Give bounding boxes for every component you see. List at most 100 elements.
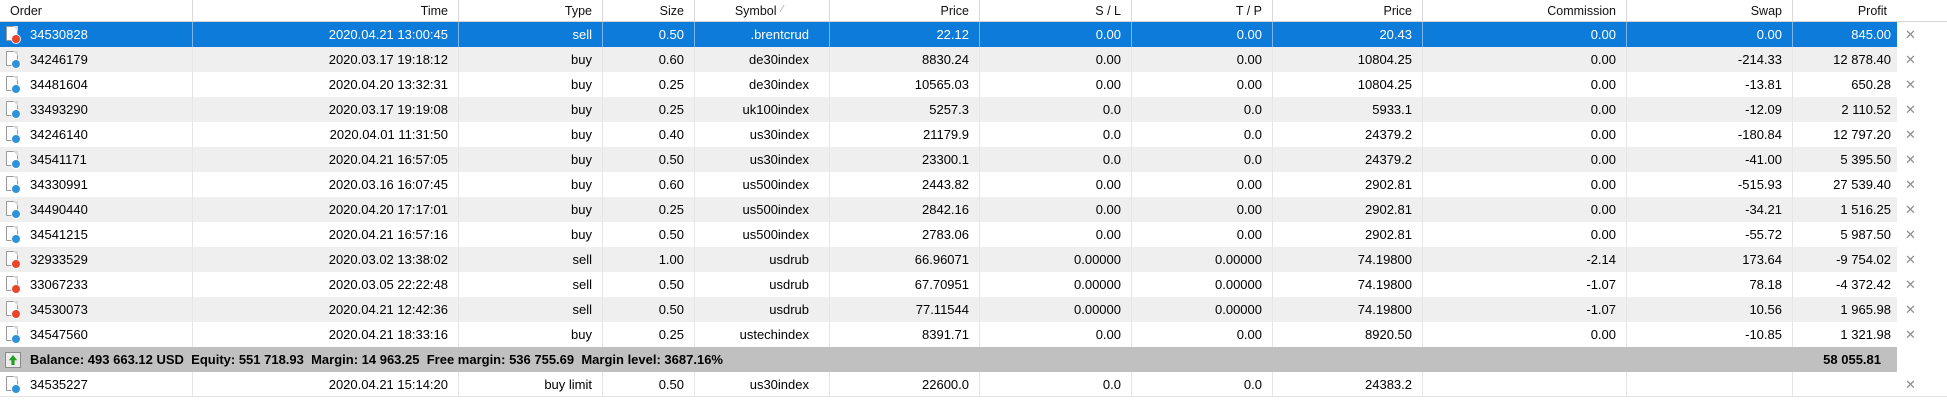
cell-open-price: 8830.24 xyxy=(830,47,980,72)
cell-stop-loss: 0.00 xyxy=(980,172,1132,197)
balance-total-profit: 58 055.81 xyxy=(1823,352,1881,367)
order-row[interactable]: 33493290 2020.03.17 19:19:08 buy 0.25 uk… xyxy=(0,97,1947,122)
order-row[interactable]: 33067233 2020.03.05 22:22:48 sell 0.50 u… xyxy=(0,272,1947,297)
column-header-commission[interactable]: Commission xyxy=(1423,0,1627,21)
order-row[interactable]: 34535227 2020.04.21 15:14:20 buy limit 0… xyxy=(0,372,1947,397)
close-position-icon[interactable]: ✕ xyxy=(1905,202,1916,217)
order-type-icon xyxy=(6,201,20,218)
cell-size: 0.25 xyxy=(603,72,695,97)
cell-current-price: 24379.2 xyxy=(1273,147,1423,172)
column-header-open-price[interactable]: Price xyxy=(830,0,980,21)
cell-symbol: .brentcrud xyxy=(695,22,830,47)
cell-type: buy xyxy=(459,197,603,222)
cell-stop-loss: 0.00 xyxy=(980,322,1132,347)
pending-orders-list: 34535227 2020.04.21 15:14:20 buy limit 0… xyxy=(0,372,1947,397)
column-header-stop-loss[interactable]: S / L xyxy=(980,0,1132,21)
close-position-icon[interactable]: ✕ xyxy=(1905,102,1916,117)
cell-time: 2020.04.21 13:00:45 xyxy=(193,22,459,47)
close-position-icon[interactable]: ✕ xyxy=(1905,177,1916,192)
cell-take-profit: 0.0 xyxy=(1132,122,1273,147)
close-position-icon[interactable]: ✕ xyxy=(1905,152,1916,167)
cell-current-price: 5933.1 xyxy=(1273,97,1423,122)
cell-size: 0.25 xyxy=(603,197,695,222)
close-position-icon[interactable]: ✕ xyxy=(1905,252,1916,267)
order-type-icon xyxy=(6,151,20,168)
cell-order: 34535227 xyxy=(0,372,193,396)
close-position-icon[interactable]: ✕ xyxy=(1905,376,1916,392)
cell-current-price: 24379.2 xyxy=(1273,122,1423,147)
cell-profit: 5 987.50 xyxy=(1840,227,1891,242)
cell-current-price: 74.19800 xyxy=(1273,297,1423,322)
column-header-swap[interactable]: Swap xyxy=(1627,0,1793,21)
cell-size: 0.50 xyxy=(603,222,695,247)
column-header-symbol[interactable]: Symbol ∕ xyxy=(695,0,830,21)
close-position-icon[interactable]: ✕ xyxy=(1905,302,1916,317)
order-direction-dot-icon xyxy=(12,60,20,68)
column-header-time[interactable]: Time xyxy=(193,0,459,21)
column-header-size[interactable]: Size xyxy=(603,0,695,21)
order-row[interactable]: 34530828 2020.04.21 13:00:45 sell 0.50 .… xyxy=(0,22,1947,47)
column-header-type[interactable]: Type xyxy=(459,0,603,21)
cell-take-profit: 0.00 xyxy=(1132,47,1273,72)
cell-stop-loss: 0.0 xyxy=(980,97,1132,122)
cell-current-price: 8920.50 xyxy=(1273,322,1423,347)
order-row[interactable]: 34330991 2020.03.16 16:07:45 buy 0.60 us… xyxy=(0,172,1947,197)
cell-time: 2020.04.21 16:57:16 xyxy=(193,222,459,247)
close-position-icon[interactable]: ✕ xyxy=(1905,277,1916,292)
column-header-profit[interactable]: Profit xyxy=(1857,3,1887,18)
order-number: 34246140 xyxy=(30,127,88,142)
cell-commission: -1.07 xyxy=(1423,272,1627,297)
order-row[interactable]: 34541171 2020.04.21 16:57:05 buy 0.50 us… xyxy=(0,147,1947,172)
order-row[interactable]: 34246179 2020.03.17 19:18:12 buy 0.60 de… xyxy=(0,47,1947,72)
order-number: 34490440 xyxy=(30,202,88,217)
order-row[interactable]: 34481604 2020.04.20 13:32:31 buy 0.25 de… xyxy=(0,72,1947,97)
order-direction-dot-icon xyxy=(12,385,20,393)
cell-take-profit: 0.00 xyxy=(1132,172,1273,197)
order-direction-dot-icon xyxy=(12,35,20,43)
cell-open-price: 2842.16 xyxy=(830,197,980,222)
cell-type: sell xyxy=(459,297,603,322)
order-row[interactable]: 34541215 2020.04.21 16:57:16 buy 0.50 us… xyxy=(0,222,1947,247)
cell-order: 34246179 xyxy=(0,47,193,72)
order-direction-dot-icon xyxy=(12,335,20,343)
order-number: 34547560 xyxy=(30,327,88,342)
order-row[interactable]: 34246140 2020.04.01 11:31:50 buy 0.40 us… xyxy=(0,122,1947,147)
cell-swap: -12.09 xyxy=(1627,97,1793,122)
cell-order: 34541171 xyxy=(0,147,193,172)
order-row[interactable]: 32933529 2020.03.02 13:38:02 sell 1.00 u… xyxy=(0,247,1947,272)
order-row[interactable]: 34490440 2020.04.20 17:17:01 buy 0.25 us… xyxy=(0,197,1947,222)
close-position-icon[interactable]: ✕ xyxy=(1905,27,1916,42)
cell-swap: -34.21 xyxy=(1627,197,1793,222)
order-number: 34530828 xyxy=(30,27,88,42)
order-number: 34535227 xyxy=(30,376,88,392)
order-direction-dot-icon xyxy=(12,235,20,243)
close-position-icon[interactable]: ✕ xyxy=(1905,52,1916,67)
close-position-icon[interactable]: ✕ xyxy=(1905,327,1916,342)
column-header-current-price[interactable]: Price xyxy=(1273,0,1423,21)
balance-row: Balance: 493 663.12 USD Equity: 551 718.… xyxy=(0,347,1947,372)
cell-time: 2020.04.01 11:31:50 xyxy=(193,122,459,147)
cell-take-profit: 0.00 xyxy=(1132,197,1273,222)
close-position-icon[interactable]: ✕ xyxy=(1905,127,1916,142)
cell-order: 34541215 xyxy=(0,222,193,247)
cell-current-price: 2902.81 xyxy=(1273,197,1423,222)
order-type-icon xyxy=(6,76,20,93)
column-header-take-profit[interactable]: T / P xyxy=(1132,0,1273,21)
cell-swap: -41.00 xyxy=(1627,147,1793,172)
close-position-icon[interactable]: ✕ xyxy=(1905,77,1916,92)
cell-time: 2020.04.21 15:14:20 xyxy=(193,372,459,396)
cell-stop-loss: 0.00 xyxy=(980,72,1132,97)
order-number: 34541215 xyxy=(30,227,88,242)
column-header-order[interactable]: Order xyxy=(0,0,193,21)
cell-type: buy xyxy=(459,72,603,97)
cell-open-price: 22.12 xyxy=(830,22,980,47)
cell-current-price: 74.19800 xyxy=(1273,247,1423,272)
close-position-icon[interactable]: ✕ xyxy=(1905,227,1916,242)
cell-current-price: 10804.25 xyxy=(1273,72,1423,97)
cell-size: 0.60 xyxy=(603,47,695,72)
order-row[interactable]: 34530073 2020.04.21 12:42:36 sell 0.50 u… xyxy=(0,297,1947,322)
cell-current-price: 24383.2 xyxy=(1273,372,1423,396)
order-row[interactable]: 34547560 2020.04.21 18:33:16 buy 0.25 us… xyxy=(0,322,1947,347)
cell-time: 2020.04.21 12:42:36 xyxy=(193,297,459,322)
